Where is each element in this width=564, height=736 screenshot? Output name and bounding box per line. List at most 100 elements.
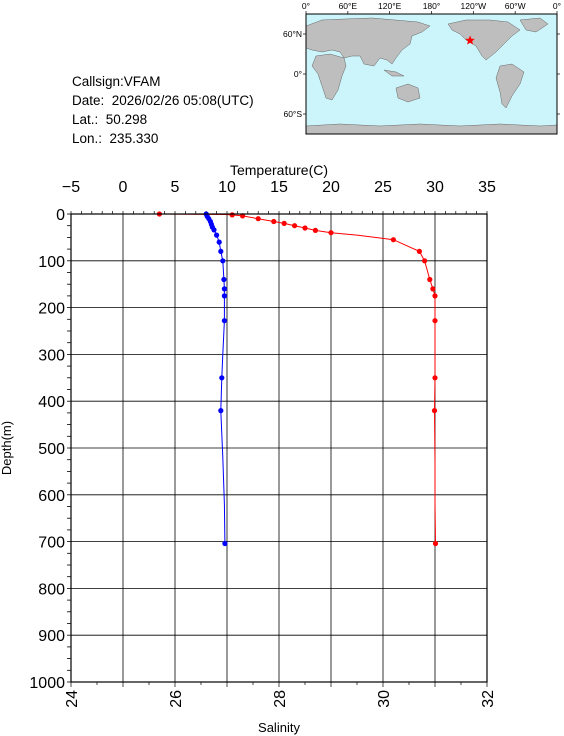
salinity-tick-labels: 24 26 28 30 32 [64,690,497,708]
depth-tick-label: 100 [38,254,65,271]
temperature-data-point [292,223,298,229]
temperature-profile-line [159,213,436,544]
temperature-tick-label: 30 [426,179,444,196]
depth-tick-label: 900 [38,628,65,645]
salinity-axis-label: Salinity [258,720,300,735]
depth-tick-label: 0 [56,207,65,224]
callsign-text: Callsign:VFAM [72,74,161,89]
salinity-data-point [219,375,225,381]
map-lat-label: 0° [294,69,302,79]
temperature-tick-labels: −5 0 5 10 15 20 25 30 35 [62,179,496,196]
temperature-data-point [229,212,235,218]
depth-tick-label: 200 [38,301,65,318]
temperature-data-point [416,248,422,254]
temperature-data-point [302,225,308,231]
map-labels: 0° 60°E 120°E 180° 120°W 60°W 0° 60°N 0° 60°S [283,1,561,119]
profile-chart: 0 100 200 300 400 500 600 700 800 900 1000 −5 0 5 10 1… [0,162,497,735]
temperature-tick-label: 35 [478,179,496,196]
date-text: Date: 2026/02/26 05:08(UTC) [72,93,254,108]
latitude-value: 50.298 [105,112,148,127]
temperature-data-point [255,216,261,222]
salinity-data-point [216,239,222,245]
plot-frame [70,213,488,683]
land-australia [395,83,421,103]
temperature-data-point [432,318,438,324]
land-africa [311,53,347,101]
salinity-data-point [221,318,227,324]
salinity-tick-label: 26 [168,690,185,708]
map-lat-label: 60°S [283,109,302,119]
map-lon-label: 60°E [339,1,358,11]
salinity-data-point [218,248,224,254]
temperature-data-point [390,237,396,243]
salinity-tick-label: 24 [64,690,81,708]
salinity-data-point [221,293,227,299]
longitude-row: Lon.: 235.330 [72,129,254,148]
depth-tick-label: 1000 [29,675,65,692]
temperature-axis-label: Temperature(C) [230,162,328,178]
temperature-tick-label: −5 [62,179,80,196]
salinity-data-point [214,232,220,238]
latitude-row: Lat.: 50.298 [72,110,254,129]
station-info: Callsign:VFAM Date: 2026/02/26 05:08(UTC… [72,72,254,148]
land-north-america [447,19,521,61]
land-eurasia [305,17,431,67]
land-greenland [519,17,549,33]
chart-ticks [67,211,488,687]
temperature-data-point [430,286,436,292]
temperature-data-point [328,230,334,236]
temperature-data-point [432,540,439,547]
temperature-data-point [240,213,246,219]
chart-grid [70,213,488,683]
salinity-data-point [211,227,217,233]
temperature-tick-label: 20 [322,179,340,196]
salinity-tick-label: 28 [272,690,289,708]
salinity-data-point [220,258,226,264]
temperature-tick-label: 5 [171,179,180,196]
temperature-tick-label: 10 [218,179,236,196]
temperature-data-point [422,258,428,264]
depth-tick-label: 700 [38,535,65,552]
depth-tick-label: 600 [38,488,65,505]
land-antarctica [305,123,558,135]
map-lat-label: 60°N [283,29,302,39]
temperature-data-point [431,408,438,414]
temperature-tick-label: 25 [374,179,392,196]
depth-tick-labels: 0 100 200 300 400 500 600 700 800 900 1000 [29,207,65,692]
map-land [305,17,558,135]
map-lon-label: 120°E [378,1,402,11]
longitude-label: Lon.: [72,131,103,146]
latitude-label: Lat.: [72,112,99,127]
temperature-tick-label: 15 [270,179,288,196]
temperature-data-point [432,293,438,299]
temperature-data-point [312,227,318,233]
temperature-data-point [281,220,287,226]
map-lon-label: 120°W [461,1,487,11]
land-south-america [495,63,525,109]
map-lon-label: 180° [423,1,441,11]
salinity-tick-label: 32 [480,690,497,708]
salinity-data-point [222,540,228,547]
longitude-value: 235.330 [109,131,159,146]
depth-tick-label: 500 [38,441,65,458]
star-marker-icon [465,35,475,45]
depth-axis-label: Depth(m) [0,421,14,475]
salinity-data-point [221,286,227,292]
land-indonesia [383,69,405,77]
map-lon-label: 0° [302,1,310,11]
depth-tick-label: 400 [38,394,65,411]
depth-tick-label: 800 [38,581,65,598]
salinity-data-point [218,408,224,414]
map-lon-label: 60°W [505,1,526,11]
map-ticks [303,11,560,115]
temperature-data-point [271,218,277,225]
temperature-tick-label: 0 [119,179,128,196]
chart-series [156,211,439,547]
salinity-tick-label: 30 [376,690,393,708]
temperature-data-point [427,276,433,283]
depth-tick-label: 300 [38,347,65,364]
world-map: 0° 60°E 120°E 180° 120°W 60°W 0° 60°N 0° 60°S [283,1,561,135]
salinity-data-point [221,276,227,283]
temperature-data-point [432,375,438,381]
map-lon-label: 0° [553,1,561,11]
